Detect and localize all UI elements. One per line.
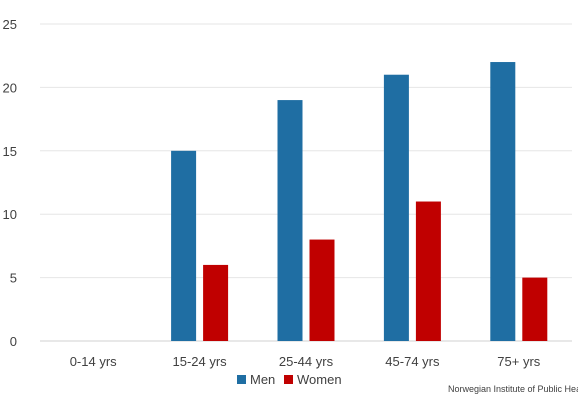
legend: Men Women bbox=[237, 372, 342, 387]
legend-label-women: Women bbox=[297, 372, 342, 387]
bar-men-3 bbox=[383, 74, 409, 341]
y-tick-label: 25 bbox=[3, 17, 17, 32]
y-tick-label: 20 bbox=[3, 80, 17, 95]
source-note: Norwegian Institute of Public Health bbox=[448, 384, 578, 394]
grid-layer bbox=[40, 23, 572, 342]
legend-swatch-men bbox=[237, 375, 246, 384]
x-tick-label: 0-14 yrs bbox=[70, 354, 117, 369]
x-axis-ticks: 0-14 yrs 15-24 yrs 25-44 yrs 45-74 yrs 75+ y… bbox=[70, 354, 541, 369]
x-tick-label: 75+ yrs bbox=[497, 354, 540, 369]
x-tick-label: 25-44 yrs bbox=[279, 354, 334, 369]
bar-women-2 bbox=[309, 239, 335, 341]
y-tick-label: 15 bbox=[3, 144, 17, 159]
bar-men-2 bbox=[277, 100, 303, 341]
y-tick-label: 0 bbox=[10, 334, 17, 349]
x-tick-label: 15-24 yrs bbox=[172, 354, 227, 369]
bar-women-1 bbox=[203, 264, 229, 341]
bars bbox=[171, 62, 548, 341]
legend-swatch-women bbox=[284, 375, 293, 384]
bar-women-4 bbox=[522, 277, 548, 341]
y-tick-label: 5 bbox=[10, 271, 17, 286]
legend-label-men: Men bbox=[250, 372, 275, 387]
y-tick-label: 10 bbox=[3, 207, 17, 222]
y-axis-ticks: 0 5 10 15 20 25 bbox=[3, 17, 17, 349]
bar-women-3 bbox=[415, 201, 441, 341]
bar-men-1 bbox=[171, 150, 197, 341]
x-tick-label: 45-74 yrs bbox=[385, 354, 440, 369]
bar-men-4 bbox=[490, 62, 516, 341]
